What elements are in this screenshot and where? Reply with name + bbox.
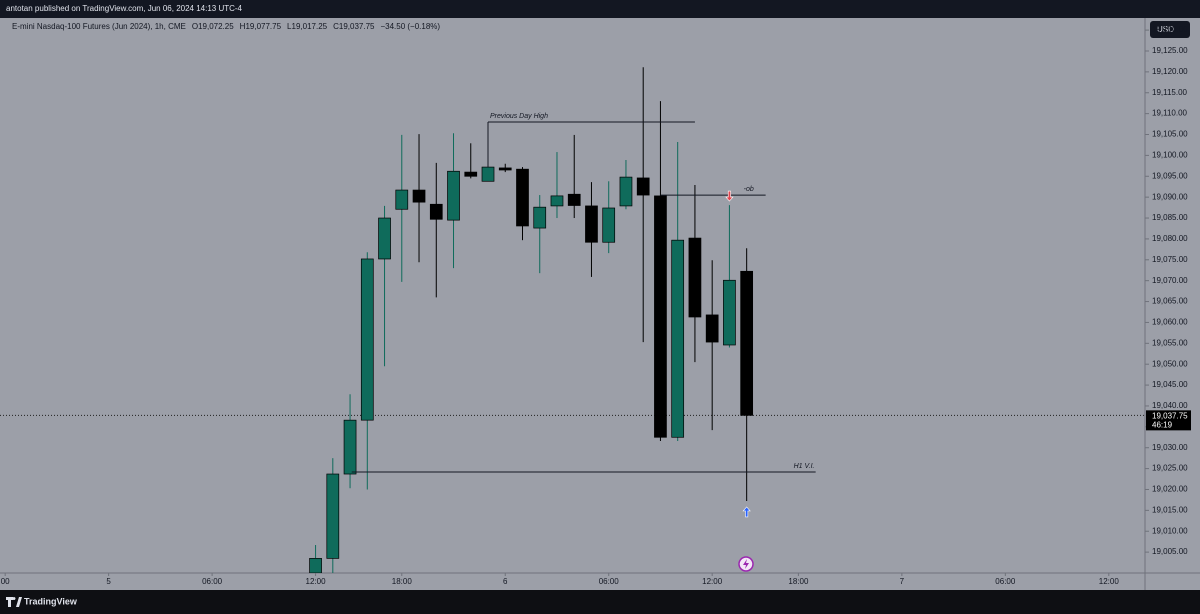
currency-box (1150, 21, 1190, 38)
candle-body (688, 237, 702, 318)
x-tick-label: 18:00 (788, 577, 809, 586)
x-tick-label: 06:00 (599, 577, 620, 586)
y-tick-label: 19,125.00 (1152, 46, 1188, 55)
currency: USD (1157, 25, 1174, 34)
candle-body (705, 314, 719, 343)
candles (0, 67, 1145, 573)
x-tick-label: 18:00 (392, 577, 413, 586)
y-tick-label: 19,110.00 (1152, 109, 1188, 118)
publisher-line: antotan published on TradingView.com, Ju… (6, 4, 243, 13)
footer-brand: TradingView (24, 596, 78, 606)
y-tick-label: 19,005.00 (1152, 547, 1188, 556)
lightning-icon (738, 556, 754, 572)
y-tick-label: 19,090.00 (1152, 192, 1188, 201)
y-tick-label: 19,130.00 (1152, 25, 1188, 34)
x-tick-label: 00 (1, 577, 10, 586)
candle-body (378, 217, 391, 260)
y-tick-label: 19,040.00 (1152, 401, 1188, 410)
signal-arrow (725, 190, 734, 202)
last-price-badge (1146, 410, 1191, 431)
candle-body (585, 205, 598, 243)
x-tick-label: 12:00 (702, 577, 723, 586)
candle-body (533, 206, 547, 229)
y-tick-label: 19,100.00 (1152, 151, 1188, 160)
y-tick-label: 19,030.00 (1152, 443, 1188, 452)
x-tick-label: 6 (503, 577, 508, 586)
candle-body (602, 207, 616, 243)
candle-body (395, 189, 409, 210)
y-tick-label: 19,080.00 (1152, 234, 1188, 243)
legend-item: C19,037.75 (333, 22, 375, 31)
chart-background (0, 18, 1200, 590)
x-tick-label: 12:00 (1099, 577, 1120, 586)
plot: 19,005.00 19,010.00 19,015.00 19,020.00 19,0… (0, 25, 1191, 586)
candle-body (723, 279, 736, 346)
legend: E-mini Nasdaq-100 Futures (Jun 2024), 1h… (12, 22, 440, 31)
candle-body (360, 258, 374, 421)
candle-body (498, 167, 512, 171)
candle-body (326, 473, 340, 559)
y-tick-label: 19,050.00 (1152, 359, 1188, 368)
legend-item: H19,077.75 (240, 22, 282, 31)
y-tick-label: 19,045.00 (1152, 380, 1188, 389)
candle-body (429, 203, 443, 220)
annotation-label: H1 V.I. (794, 463, 815, 470)
legend-item: E-mini Nasdaq-100 Futures (Jun 2024), 1h… (12, 22, 186, 31)
y-tick-label: 19,120.00 (1152, 67, 1188, 76)
annotation-label: Previous Day High (490, 113, 548, 120)
candle-body (464, 171, 478, 177)
y-tick-label: 19,055.00 (1152, 338, 1188, 347)
x-tick-label: 06:00 (202, 577, 223, 586)
annotation-label: -ob (744, 186, 754, 193)
candle-body (343, 419, 357, 475)
y-tick-label: 19,115.00 (1152, 88, 1188, 97)
footer-logo (6, 597, 22, 607)
candle-body (516, 168, 529, 227)
candle-body (619, 176, 633, 207)
x-tick-label: 06:00 (995, 577, 1016, 586)
x-tick-label: 5 (106, 577, 111, 586)
y-tick-label: 19,075.00 (1152, 255, 1188, 264)
y-tick-label: 19,085.00 (1152, 213, 1188, 222)
y-tick-label: 19,065.00 (1152, 297, 1188, 306)
y-tick-label: 19,060.00 (1152, 318, 1188, 327)
legend-item: L19,017.25 (287, 22, 328, 31)
last-price-label: 19,037.75 (1152, 411, 1188, 420)
y-tick-label: 19,015.00 (1152, 505, 1188, 514)
x-tick-label: 7 (900, 577, 905, 586)
countdown: 46:19 (1152, 420, 1173, 429)
candle-body (550, 195, 564, 207)
y-tick-label: 19,105.00 (1152, 130, 1188, 139)
candle-body (567, 193, 581, 206)
y-tick-label: 19,095.00 (1152, 171, 1188, 180)
legend-item: O19,072.25 (192, 22, 234, 31)
y-tick-label: 19,020.00 (1152, 485, 1188, 494)
candle-body (636, 177, 650, 196)
y-tick-label: 19,070.00 (1152, 276, 1188, 285)
candle-body (412, 189, 426, 203)
candle-body (671, 239, 685, 438)
candle-body (447, 170, 460, 221)
footer (0, 590, 1200, 614)
candle-body (481, 166, 495, 182)
signal-arrow (742, 506, 751, 518)
legend-item: −34.50 (−0.18%) (380, 22, 440, 31)
top-bar (0, 0, 1200, 18)
x-tick-label: 12:00 (306, 577, 327, 586)
candle-body (654, 195, 667, 438)
y-tick-label: 19,010.00 (1152, 526, 1188, 535)
candle-body (740, 270, 754, 416)
candle-body (309, 558, 322, 573)
y-tick-label: 19,025.00 (1152, 464, 1188, 473)
